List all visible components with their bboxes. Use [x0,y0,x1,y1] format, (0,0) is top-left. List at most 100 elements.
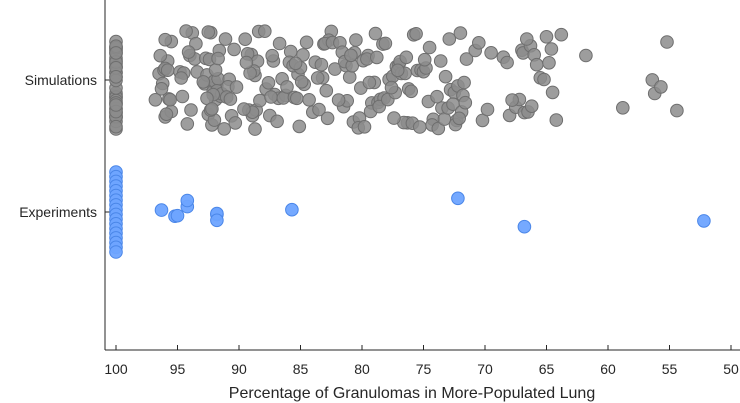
simulation-point [299,35,314,50]
simulation-point [205,102,219,116]
x-tick-label: 95 [170,361,186,377]
experiment-point [210,213,224,228]
simulation-point [409,27,423,41]
simulation-point [288,56,303,71]
simulation-point [544,42,559,56]
simulation-point [163,92,177,107]
x-tick-label: 100 [104,361,128,377]
simulation-point [452,111,467,126]
simulation-point [239,55,254,70]
experiment-point [451,191,465,206]
simulation-point [264,90,278,104]
data-points [109,24,711,259]
experiment-point [180,193,195,208]
simulation-point [537,72,551,87]
x-tick-label: 85 [293,361,309,377]
simulation-point [109,46,123,60]
simulation-point [342,70,357,84]
x-tick-label: 55 [662,361,678,377]
simulation-point [430,89,444,104]
simulation-point [217,122,231,136]
simulation-point [320,111,335,126]
simulation-point [417,52,432,67]
simulation-point [431,121,446,136]
simulation-point [175,89,190,104]
simulation-point [413,120,427,134]
simulation-point [344,48,358,63]
simulation-point [180,117,195,131]
simulation-point [154,82,169,96]
simulation-point [554,27,569,42]
simulation-point [201,25,216,39]
simulation-point [153,48,168,63]
simulation-point [229,80,244,94]
simulation-point [505,93,519,107]
x-tick-label: 90 [231,361,247,377]
simulation-point [179,24,193,38]
simulation-point [453,26,468,40]
experiment-point [285,202,299,217]
simulation-point [312,102,326,117]
simulation-point [459,52,474,66]
simulation-point [458,95,473,110]
simulation-point [292,119,307,134]
x-tick-label: 80 [354,361,370,377]
simulation-point [237,102,251,116]
simulation-point [370,50,384,65]
experiment-point [154,203,169,217]
x-tick-label: 50 [723,361,739,377]
simulation-point [270,114,284,129]
simulation-point [290,91,304,106]
simulation-point [196,75,211,89]
simulation-point [484,46,498,60]
simulation-point [331,93,346,107]
simulation-point [319,83,334,98]
simulation-point [174,71,188,85]
simulation-point [181,45,196,59]
simulation-point [294,75,309,89]
simulation-point [442,32,457,46]
experiment-point [517,219,532,234]
simulation-point [549,113,564,127]
simulation-point [387,111,401,125]
simulation-point [422,40,437,55]
simulation-point [314,57,329,72]
simulation-point [109,70,123,84]
simulation-point [542,56,556,70]
x-tick-label: 60 [600,361,616,377]
y-category-label: Simulations [25,72,97,88]
simulation-point [261,76,276,90]
simulation-point [433,54,448,68]
simulation-point [272,36,287,51]
simulation-point [208,63,223,77]
simulation-point [368,26,383,41]
simulation-point [362,75,377,90]
simulation-point [390,63,405,78]
simulation-point [438,69,453,84]
simulation-point [670,103,684,118]
simulation-point [310,71,325,85]
simulation-point [357,120,372,134]
simulation-point [148,93,163,107]
simulation-point [579,48,593,63]
simulation-point [248,122,262,136]
simulation-point [545,85,560,100]
labels: Percentage of Granulomas in More-Populat… [19,72,739,402]
simulation-point [159,107,174,121]
experiment-point [170,208,185,223]
simulation-point [524,99,539,113]
simulation-point [109,98,123,112]
simulation-point [158,32,172,47]
simulation-point [349,33,363,47]
simulation-point [378,36,393,51]
x-tick-label: 75 [416,361,432,377]
simulation-point [302,93,316,107]
simulation-point [238,32,252,47]
simulation-point [227,42,241,57]
simulation-point [109,119,123,134]
axes [104,0,740,351]
simulation-point [404,84,419,99]
simulation-point [500,55,514,70]
simulation-point [654,80,668,94]
